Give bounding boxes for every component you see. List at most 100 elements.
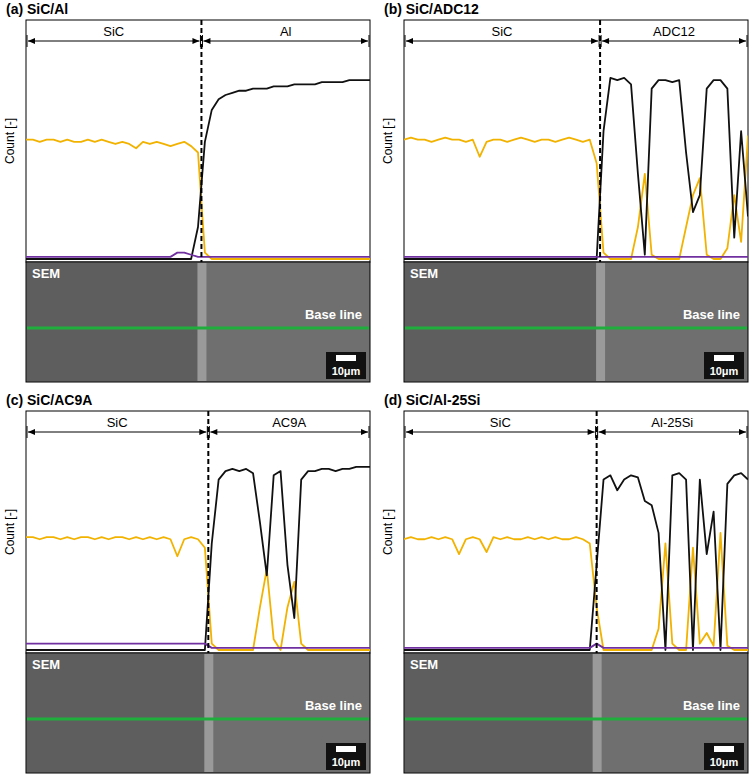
region-label: AC9A xyxy=(272,415,306,430)
panel: (d) SiC/Al-25Si Count [-] SiC Al-25Si SEM Bas… xyxy=(381,392,748,773)
base-line xyxy=(27,327,369,330)
region-end xyxy=(405,35,406,47)
panel: (c) SiC/AC9ACount [-]SiCAC9ASEMBase line… xyxy=(3,392,370,773)
scale-box xyxy=(326,743,366,770)
arrow-head xyxy=(361,429,368,435)
sem-image: SEM Base line 10μm xyxy=(404,653,748,773)
panel-title: (b) SiC/ADC12 xyxy=(384,1,479,17)
region-end xyxy=(747,426,748,438)
region-label: Al-25Si xyxy=(651,415,693,430)
scale-label: 10μm xyxy=(332,756,361,768)
sem-image: SEM Base line 10μm xyxy=(26,653,370,773)
arrow-head xyxy=(28,38,35,44)
series-line xyxy=(404,78,748,259)
sem-background xyxy=(26,262,370,382)
interface-line xyxy=(596,411,598,653)
series-line xyxy=(26,140,370,259)
region-end xyxy=(747,35,748,47)
sem-label: SEM xyxy=(410,657,438,672)
arrow-head xyxy=(192,38,199,44)
panel: (a) SiC/AlCount [-]SiCAlSEMBase line10μm xyxy=(3,1,370,382)
region-line xyxy=(28,41,199,42)
scale-box xyxy=(704,352,744,379)
sem-image: SEMBase line10μm xyxy=(26,262,370,382)
base-line xyxy=(405,327,747,330)
series-line xyxy=(404,473,748,650)
region-line xyxy=(406,41,598,42)
sem-interface-band xyxy=(197,263,206,381)
y-axis-label: Count [-] xyxy=(3,509,17,555)
region-line xyxy=(602,41,746,42)
sem-image: SEM Base line 10μm xyxy=(404,262,748,382)
scale-label: 10μm xyxy=(332,365,361,377)
sem-interface-band xyxy=(593,654,602,772)
series-line xyxy=(404,135,748,259)
plot-frame xyxy=(26,411,370,653)
arrow-head xyxy=(210,429,217,435)
scale-bar xyxy=(336,746,356,752)
scale-bar xyxy=(714,355,734,361)
plot-frame xyxy=(404,20,748,262)
sem-sic-region xyxy=(27,654,208,772)
interface-line xyxy=(200,20,202,262)
y-axis-label: Count [-] xyxy=(381,118,395,164)
base-line xyxy=(405,718,747,721)
data-group xyxy=(404,78,748,259)
region-label: SiC xyxy=(103,24,124,39)
sem-label: SEM xyxy=(32,657,60,672)
arrow-head xyxy=(406,429,413,435)
sem-background xyxy=(26,653,370,773)
plot-frame xyxy=(26,20,370,262)
region-end xyxy=(405,426,406,438)
region-label: SiC xyxy=(492,24,513,39)
interface-line xyxy=(599,20,601,262)
scale-label: 10μm xyxy=(710,365,739,377)
y-axis-label: Count [-] xyxy=(381,509,395,555)
series-line xyxy=(26,537,370,650)
scale-label: 10μm xyxy=(710,756,739,768)
region-label: SiC xyxy=(490,415,511,430)
series-line xyxy=(404,256,748,258)
panel: (b) SiC/ADC12 Count [-] SiC ADC12 SEM Base li… xyxy=(381,1,748,382)
sem-interface-band xyxy=(204,654,213,772)
arrow-head xyxy=(739,429,746,435)
region-line xyxy=(203,41,368,42)
arrow-head xyxy=(591,38,598,44)
data-group xyxy=(26,467,370,650)
figure: (a) SiC/AlCount [-]SiCAlSEMBase line10μm… xyxy=(0,0,756,782)
data-group xyxy=(26,80,370,259)
sem-label: SEM xyxy=(410,266,438,281)
series-line xyxy=(26,253,370,257)
sem-sic-region xyxy=(405,263,600,381)
sem-label: SEM xyxy=(32,266,60,281)
region-end xyxy=(369,426,370,438)
plot-frame xyxy=(404,411,748,653)
baseline-label: Base line xyxy=(683,698,740,713)
sem-background xyxy=(404,262,748,382)
region-label: ADC12 xyxy=(653,24,695,39)
region-label: SiC xyxy=(107,415,128,430)
baseline-label: Base line xyxy=(683,307,740,322)
arrow-head xyxy=(602,38,609,44)
data-group xyxy=(404,473,748,650)
base-line xyxy=(27,718,369,721)
sem-interface-band xyxy=(596,263,605,381)
arrow-head xyxy=(739,38,746,44)
scale-box xyxy=(704,743,744,770)
scale-box xyxy=(326,352,366,379)
arrow-head xyxy=(588,429,595,435)
scale-bar xyxy=(714,746,734,752)
panel-title: (d) SiC/Al-25Si xyxy=(384,392,480,408)
sem-background xyxy=(404,653,748,773)
y-axis-label: Count [-] xyxy=(3,118,17,164)
region-line xyxy=(28,432,206,433)
arrow-head xyxy=(599,429,606,435)
arrow-head xyxy=(203,38,210,44)
region-end xyxy=(27,35,28,47)
series-line xyxy=(404,644,748,648)
region-label: Al xyxy=(280,24,292,39)
region-end xyxy=(27,426,28,438)
arrow-head xyxy=(361,38,368,44)
baseline-label: Base line xyxy=(305,698,362,713)
region-line xyxy=(406,432,595,433)
